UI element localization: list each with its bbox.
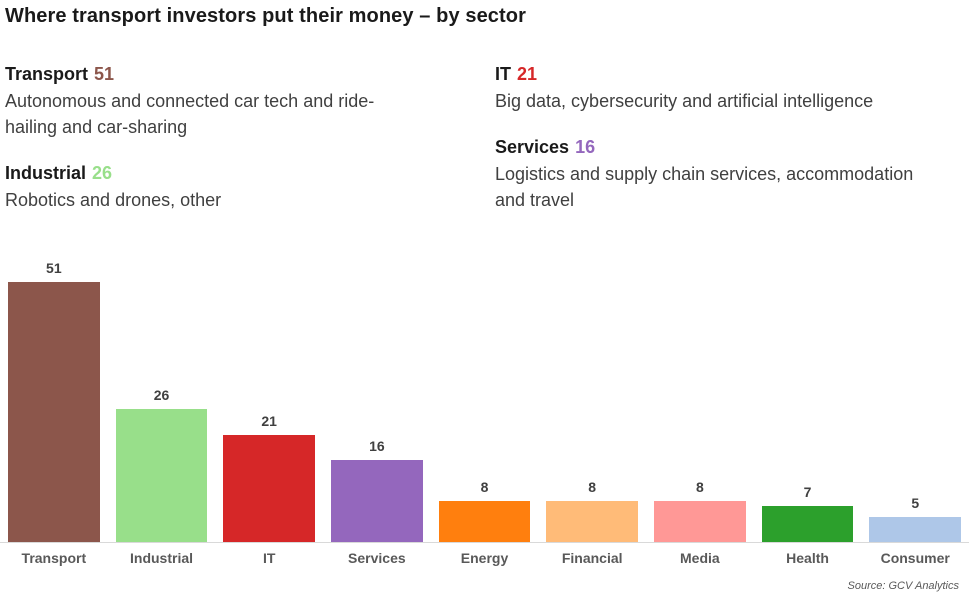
legend-item-services: Services 16 Logistics and supply chain se…: [495, 135, 963, 213]
x-axis-label-it: IT: [262, 550, 276, 566]
x-axis-label-services: Services: [348, 550, 406, 566]
bar-transport: [8, 282, 100, 542]
legend-label-services: Services: [495, 137, 570, 157]
bar-industrial: [115, 409, 208, 542]
legend-desc-transport: Autonomous and connected car tech and ri…: [5, 91, 375, 137]
x-axis-labels: Transport Industrial IT Services Energy Finan…: [0, 543, 969, 566]
bar-column-consumer: 5: [861, 250, 969, 542]
bar-value-label: 8: [695, 479, 704, 495]
legend-desc-it: Big data, cybersecurity and artificial i…: [495, 91, 874, 111]
legend-value-transport: 51: [94, 64, 115, 84]
bar-value-label: 8: [588, 479, 597, 495]
bar-value-label: 51: [46, 260, 62, 276]
legend-head-it: IT 21: [495, 62, 963, 86]
bar-value-label: 5: [911, 495, 920, 511]
legend-head-industrial: Industrial 26: [5, 161, 465, 185]
bar-group: 51 26 21 16 8 8 8 7 5: [0, 250, 969, 543]
x-axis-label-financial: Financial: [561, 550, 623, 566]
bar-column-transport: 51: [0, 250, 108, 542]
x-axis-label-transport: Transport: [21, 550, 87, 566]
legend-value-industrial: 26: [92, 163, 113, 183]
bar-chart: 51 26 21 16 8 8 8 7 5 Transport Industrial IT Servi…: [0, 250, 969, 566]
bar-column-media: 8: [646, 250, 754, 542]
bar-consumer: [869, 517, 961, 542]
bar-health: [761, 506, 854, 542]
bar-column-industrial: 26: [108, 250, 216, 542]
legend-item-it: IT 21 Big data, cybersecurity and artific…: [495, 62, 963, 114]
legend-right-column: IT 21 Big data, cybersecurity and artific…: [495, 62, 963, 234]
legend-head-transport: Transport 51: [5, 62, 465, 86]
legend-left-column: Transport 51 Autonomous and connected car…: [5, 62, 465, 234]
legend-item-industrial: Industrial 26 Robotics and drones, other: [5, 161, 465, 213]
source-note: Source: GCV Analytics: [847, 580, 959, 592]
x-axis-label-consumer: Consumer: [880, 550, 950, 566]
x-axis-label-energy: Energy: [460, 550, 509, 566]
legend-value-services: 16: [575, 137, 596, 157]
bar-value-label: 26: [153, 387, 170, 403]
bar-media: [654, 501, 746, 542]
bar-column-financial: 8: [538, 250, 646, 542]
bar-column-services: 16: [323, 250, 431, 542]
legend-label-it: IT: [495, 64, 511, 84]
bar-financial: [546, 501, 638, 542]
x-axis-label-industrial: Industrial: [130, 550, 194, 566]
bar-it: [223, 435, 315, 542]
bar-column-it: 21: [215, 250, 323, 542]
legend-item-transport: Transport 51 Autonomous and connected car…: [5, 62, 465, 140]
bar-value-label: 16: [369, 438, 385, 454]
legend-desc-industrial: Robotics and drones, other: [5, 190, 222, 210]
bar-energy: [438, 501, 531, 542]
legend-head-services: Services 16: [495, 135, 963, 159]
x-axis-label-media: Media: [680, 550, 720, 566]
legend-desc-services: Logistics and supply chain services, acc…: [495, 164, 914, 210]
bar-value-label: 8: [480, 479, 489, 495]
legend-label-industrial: Industrial: [5, 163, 87, 183]
bar-value-label: 21: [261, 413, 277, 429]
bar-column-energy: 8: [431, 250, 539, 542]
bar-services: [331, 460, 423, 542]
page-title: Where transport investors put their mone…: [5, 5, 526, 27]
x-axis-label-health: Health: [786, 550, 829, 566]
bar-value-label: 7: [803, 484, 812, 500]
bar-column-health: 7: [754, 250, 862, 542]
legend-label-transport: Transport: [5, 64, 89, 84]
legend-value-it: 21: [517, 64, 538, 84]
